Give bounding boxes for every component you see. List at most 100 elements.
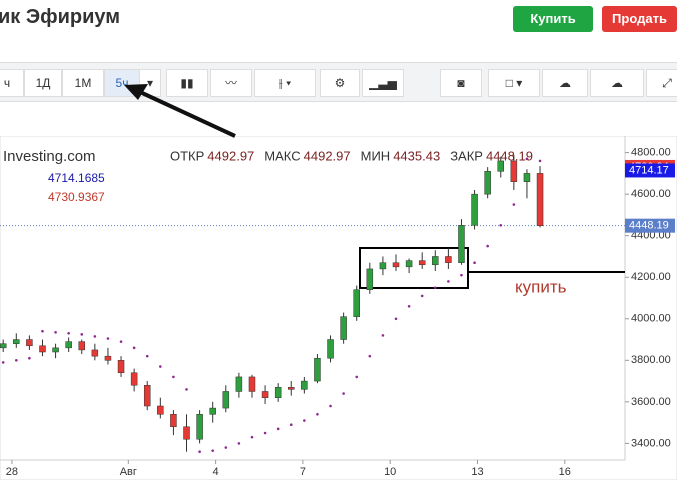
sar-dot bbox=[145, 354, 149, 358]
buy-button[interactable]: Купить bbox=[513, 6, 593, 32]
candle-body bbox=[497, 160, 505, 172]
price-marker bbox=[625, 163, 675, 178]
candle-body bbox=[510, 160, 518, 182]
sar-dot bbox=[14, 359, 18, 362]
candle-body bbox=[143, 384, 151, 407]
sar-dot bbox=[172, 375, 175, 379]
candle-body bbox=[301, 380, 308, 390]
sar-dot bbox=[486, 244, 489, 248]
sar-dot bbox=[447, 280, 450, 283]
sar-dot bbox=[67, 332, 70, 335]
interval[interactable]: 1Д bbox=[24, 69, 62, 97]
tool[interactable]: ▮▮ bbox=[166, 69, 208, 97]
candle-body bbox=[418, 260, 426, 266]
sar-dot bbox=[93, 335, 97, 338]
candle-body bbox=[392, 262, 400, 268]
sar-dot bbox=[394, 317, 398, 321]
candle-body bbox=[235, 376, 243, 392]
sar-dot bbox=[276, 427, 280, 431]
candle-body bbox=[432, 256, 439, 266]
candle-body bbox=[248, 376, 256, 392]
sar-dot bbox=[538, 159, 542, 163]
sar-dot bbox=[237, 442, 241, 445]
x-tick-label: 13 bbox=[471, 466, 483, 478]
sar-dot bbox=[512, 203, 516, 206]
candle-body bbox=[536, 173, 544, 226]
y-tick-label: 3600.00 bbox=[631, 396, 671, 408]
y-tick-label: 4800.00 bbox=[631, 147, 671, 159]
header: ик Эфириум Купить Продать bbox=[0, 0, 677, 40]
sar-dot bbox=[460, 273, 463, 277]
sar-dot bbox=[1, 361, 5, 364]
page-title: ик Эфириум bbox=[0, 6, 121, 28]
sar-dot bbox=[368, 354, 372, 358]
sar-dot bbox=[525, 157, 529, 161]
x-tick-label: 28 bbox=[6, 466, 18, 478]
candle-body bbox=[471, 193, 478, 226]
tool[interactable]: 〰 bbox=[210, 69, 252, 97]
candle-body bbox=[327, 339, 334, 359]
candle-body bbox=[183, 426, 190, 440]
candle-body bbox=[353, 289, 360, 317]
tool[interactable]: ◙ bbox=[440, 69, 482, 97]
candle-body bbox=[288, 387, 295, 390]
sar-dot bbox=[28, 356, 31, 360]
candle-body bbox=[104, 355, 112, 361]
indicator-value: 4714.1685 bbox=[48, 171, 105, 185]
y-tick-label: 3800.00 bbox=[631, 354, 671, 366]
tool[interactable]: ▁▃▅ bbox=[362, 69, 404, 97]
sar-dot bbox=[433, 286, 437, 289]
candle-body bbox=[0, 343, 7, 349]
sar-dot bbox=[342, 392, 345, 395]
tool[interactable]: □ ▾ bbox=[488, 69, 540, 97]
candle-body bbox=[445, 256, 452, 263]
candle-body bbox=[523, 173, 531, 182]
sar-dot bbox=[263, 431, 267, 435]
candle-body bbox=[13, 339, 20, 344]
source: Investing.com bbox=[3, 148, 96, 165]
sar-dot bbox=[119, 340, 123, 343]
sar-dot bbox=[473, 261, 476, 264]
x-tick-label: 7 bbox=[300, 466, 306, 478]
sar-dot bbox=[80, 333, 84, 336]
sell-button[interactable]: Продать bbox=[602, 6, 677, 32]
sar-dot bbox=[316, 413, 319, 416]
interval[interactable]: 1М bbox=[62, 69, 104, 97]
candle-body bbox=[274, 387, 282, 398]
sar-dot bbox=[224, 446, 228, 449]
tool[interactable]: ⤢ bbox=[646, 69, 677, 97]
candle-body bbox=[222, 391, 230, 409]
annotation-box bbox=[359, 247, 469, 289]
sar-dot bbox=[407, 305, 411, 308]
candle-body bbox=[65, 341, 72, 349]
chart: Investing.com ОТКР 4492.97 МАКС 4492.97 МИН 4… bbox=[0, 136, 677, 480]
candle-body bbox=[39, 345, 46, 353]
sar-dot bbox=[499, 224, 503, 227]
info-value: 4448.19 bbox=[486, 148, 533, 163]
interval[interactable]: 5ч bbox=[104, 69, 140, 97]
y-tick-label: 3400.00 bbox=[631, 437, 671, 449]
x-tick-label: 10 bbox=[384, 466, 396, 478]
price-marker-label: 4448.19 bbox=[629, 220, 669, 232]
candle-body bbox=[130, 372, 138, 386]
x-tick-label: 4 bbox=[213, 466, 219, 478]
candle-body bbox=[196, 414, 203, 440]
candle-body bbox=[26, 339, 33, 347]
sar-dot bbox=[106, 337, 110, 340]
dropdown[interactable]: ▾ bbox=[139, 69, 161, 97]
tool[interactable]: ⫲ ▾ bbox=[254, 69, 316, 97]
toolbar: ч 1Д 1М 5ч ▾ ▮▮ 〰 ⫲ ▾ ⚙ ▁▃▅ ◙ □ ▾ ☁ ☁ ⤢ bbox=[0, 62, 677, 102]
sar-dot bbox=[381, 334, 385, 337]
candle-body bbox=[117, 360, 125, 374]
sar-dot bbox=[329, 404, 332, 408]
info-value: 4492.97 bbox=[207, 148, 254, 163]
tool[interactable]: ☁ bbox=[542, 69, 588, 97]
info-value: 4435.43 bbox=[393, 148, 440, 163]
tool[interactable]: ⚙ bbox=[320, 69, 360, 97]
candle-body bbox=[261, 391, 269, 398]
info-value: 4492.97 bbox=[304, 148, 351, 163]
candle-body bbox=[170, 414, 177, 428]
candle-body bbox=[314, 357, 321, 382]
tool[interactable]: ☁ bbox=[590, 69, 644, 97]
interval[interactable]: ч bbox=[0, 69, 24, 97]
